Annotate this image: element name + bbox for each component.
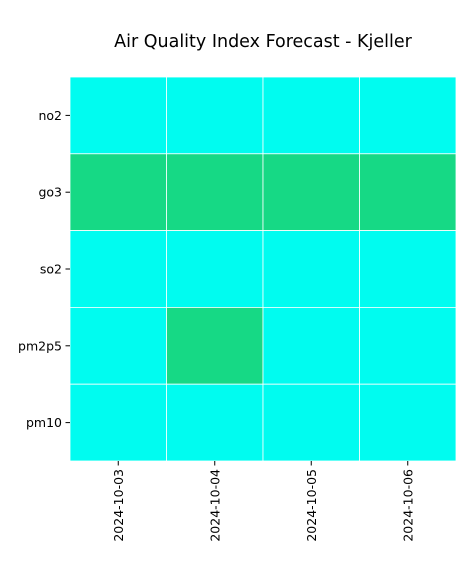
heatmap-cell-go3-2024-10-05: [262, 153, 360, 232]
heatmap-cell-no2-2024-10-04: [166, 76, 264, 155]
x-tick-label-2024-10-05: 2024-10-05: [304, 469, 319, 542]
x-tick-label-2024-10-06: 2024-10-06: [400, 469, 415, 542]
heatmap-cell-pm2p5-2024-10-04: [166, 306, 264, 385]
chart-title: Air Quality Index Forecast - Kjeller: [114, 32, 413, 52]
x-axis: 2024-10-03 2024-10-04 2024-10-05 2024-10-06: [111, 461, 415, 542]
heatmap-cell-go3-2024-10-04: [166, 153, 264, 232]
heatmap-cell-go3-2024-10-06: [359, 153, 457, 232]
heatmap-cell-pm2p5-2024-10-06: [359, 306, 457, 385]
heatmap-cell-so2-2024-10-05: [262, 230, 360, 308]
y-tick-label-pm10: pm10: [26, 415, 62, 430]
y-tick-label-go3: go3: [38, 185, 62, 200]
heatmap-cell-so2-2024-10-06: [359, 230, 457, 308]
y-tick-label-so2: so2: [40, 262, 62, 277]
heatmap-cell-no2-2024-10-05: [262, 76, 360, 155]
heatmap-cell-pm10-2024-10-03: [69, 383, 167, 462]
y-tick-label-pm2p5: pm2p5: [18, 338, 62, 353]
heatmap-cell-no2-2024-10-06: [359, 76, 457, 155]
y-tick-label-no2: no2: [38, 108, 62, 123]
heatmap-cells: [69, 76, 457, 462]
heatmap-cell-so2-2024-10-04: [166, 230, 264, 308]
heatmap-cell-no2-2024-10-03: [69, 76, 167, 155]
heatmap-cell-pm10-2024-10-04: [166, 383, 264, 462]
heatmap-cell-pm10-2024-10-05: [262, 383, 360, 462]
heatmap-cell-go3-2024-10-03: [69, 153, 167, 232]
x-tick-label-2024-10-04: 2024-10-04: [207, 469, 222, 542]
heatmap-cell-so2-2024-10-03: [69, 230, 167, 308]
heatmap-cell-pm2p5-2024-10-03: [69, 306, 167, 385]
y-axis: no2 go3 so2 pm2p5 pm10: [18, 108, 70, 430]
heatmap-cell-pm2p5-2024-10-05: [262, 306, 360, 385]
heatmap-cell-pm10-2024-10-06: [359, 383, 457, 462]
x-tick-label-2024-10-03: 2024-10-03: [111, 469, 126, 542]
